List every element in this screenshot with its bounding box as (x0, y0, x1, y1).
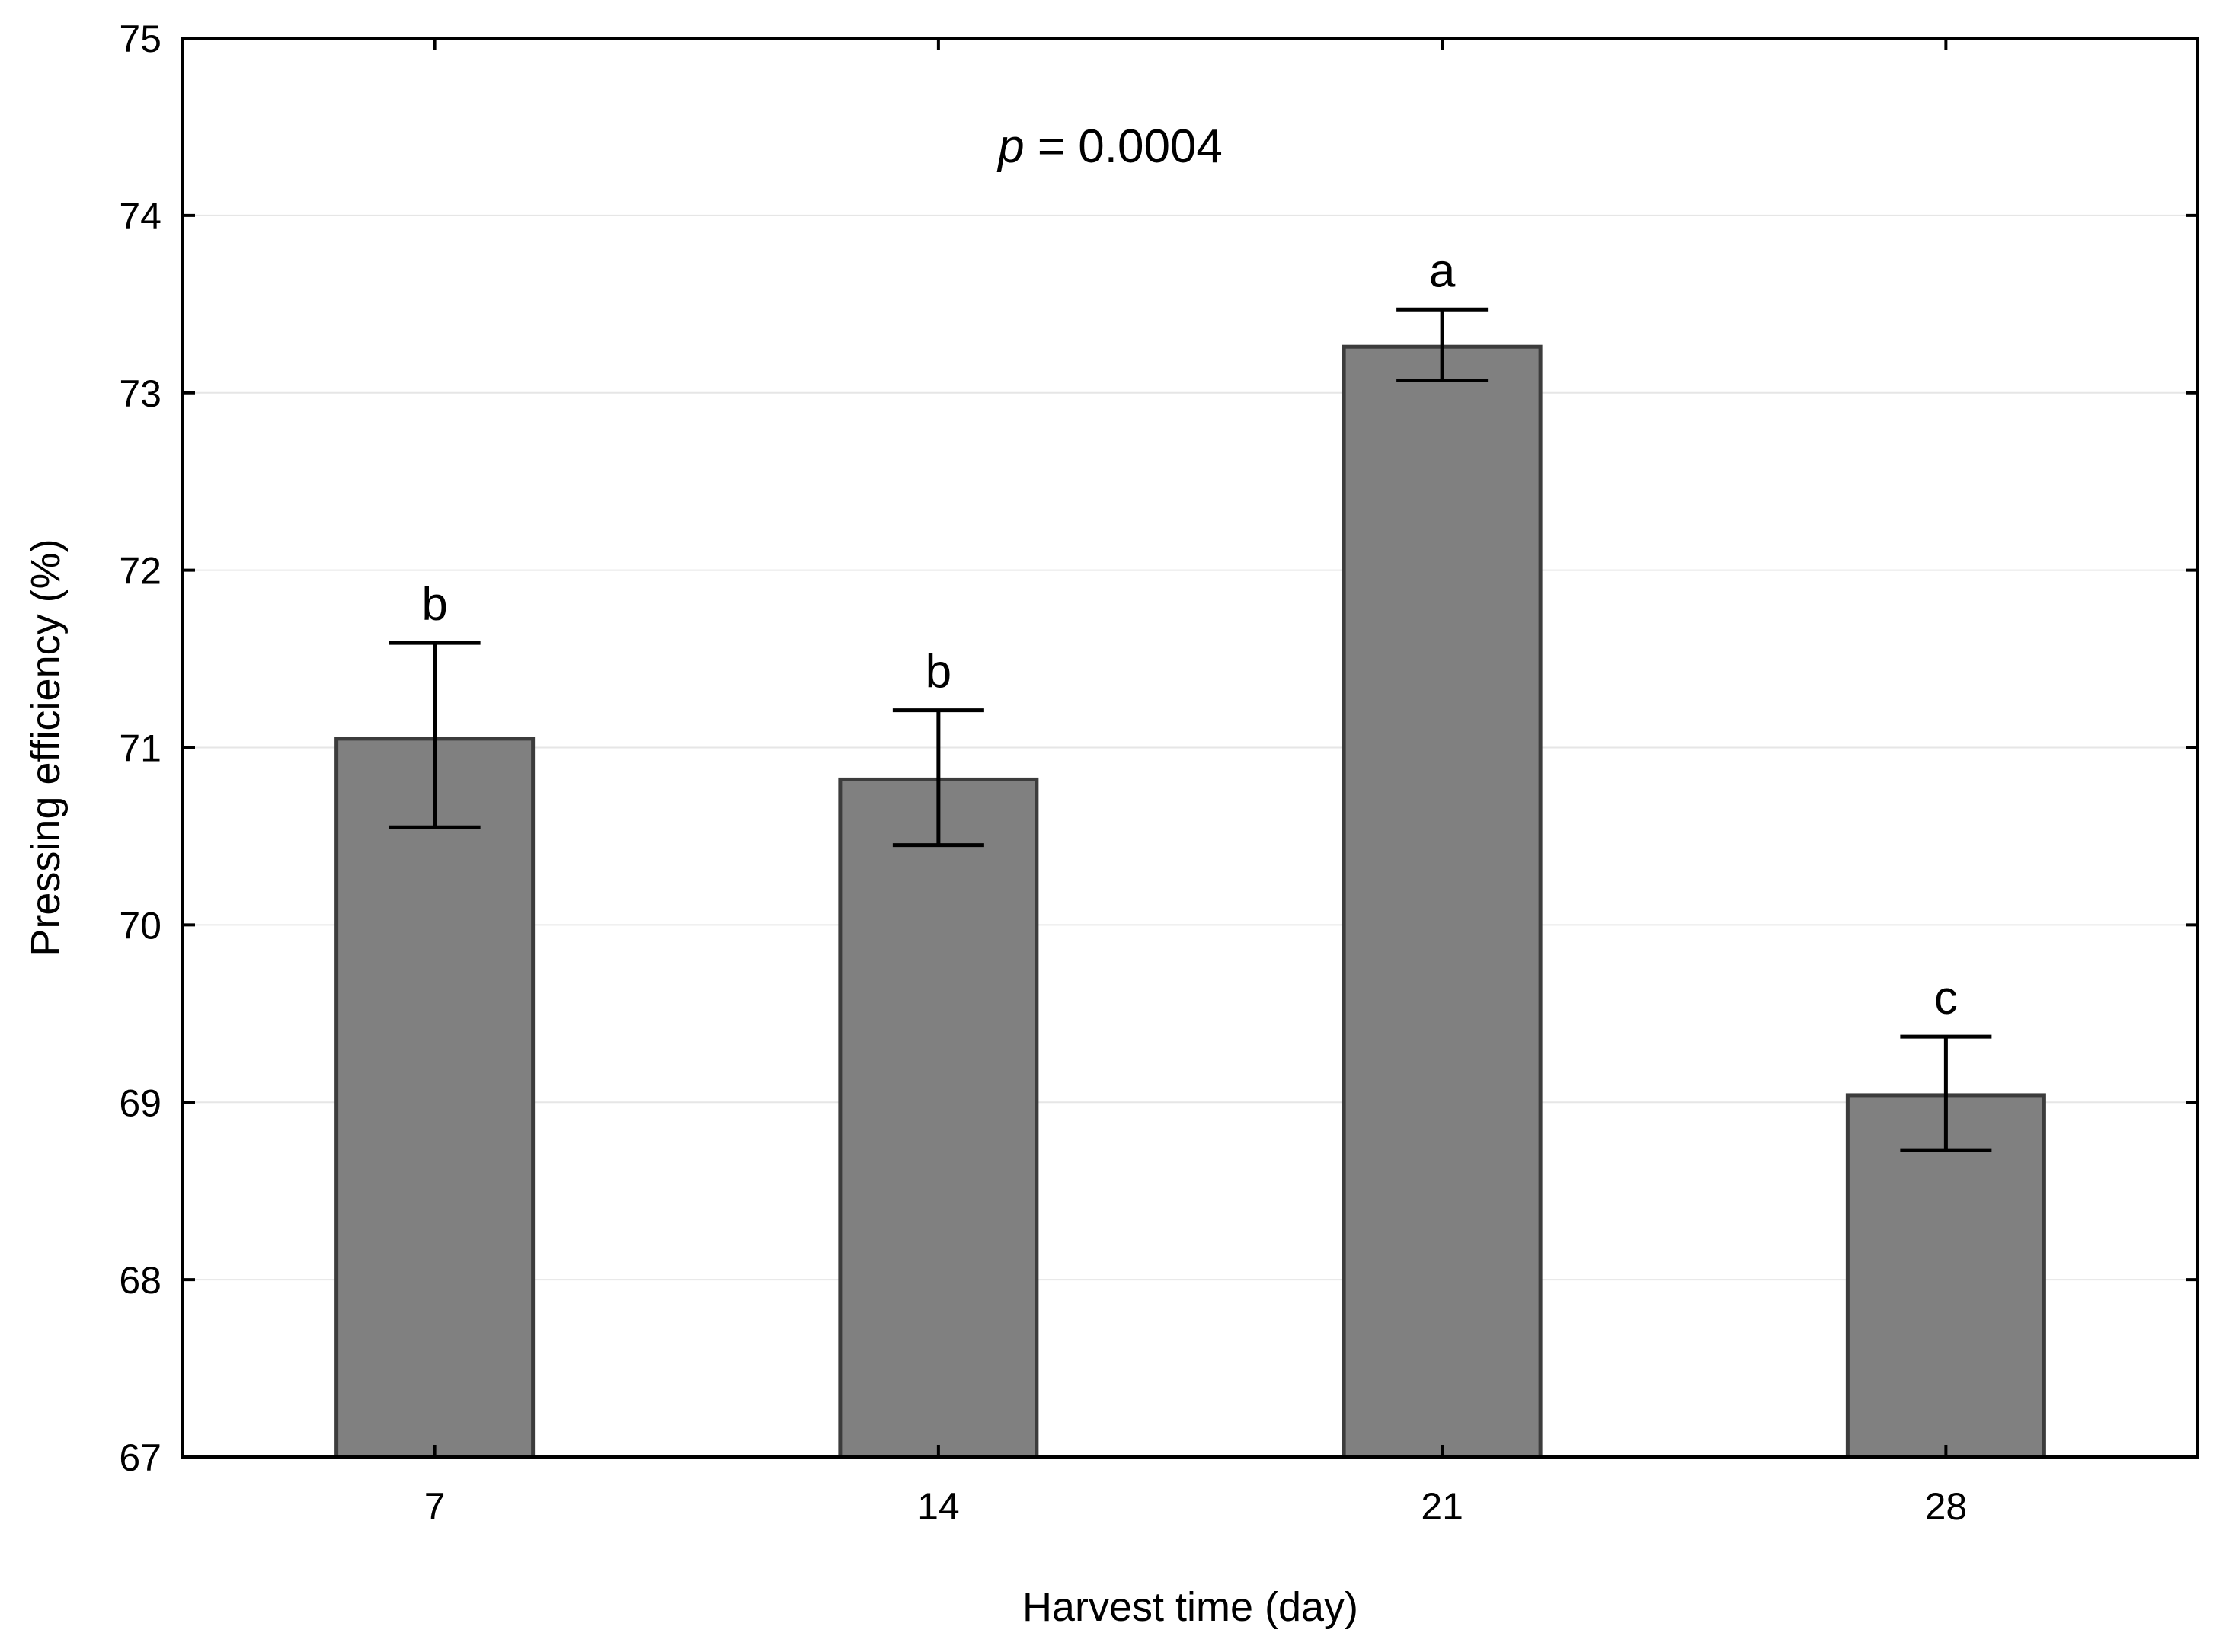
y-axis-title: Pressing efficiency (%) (23, 538, 69, 956)
y-tick-label: 73 (119, 372, 161, 415)
x-tick-label: 14 (917, 1485, 960, 1528)
y-tick-label: 67 (119, 1436, 161, 1479)
significance-letter: a (1429, 244, 1456, 297)
x-axis-ticks: 7 14 21 28 (424, 38, 1967, 1528)
p-value-annotation: p = 0.0004 (996, 120, 1223, 173)
y-tick-label: 69 (119, 1082, 161, 1124)
significance-letters: b b a c (421, 244, 1957, 1024)
x-tick-label: 21 (1421, 1485, 1463, 1528)
x-axis-title: Harvest time (day) (1022, 1584, 1358, 1630)
significance-letter: b (926, 646, 951, 698)
x-tick-label: 7 (424, 1485, 446, 1528)
p-value-variable: p (996, 120, 1024, 173)
y-tick-label: 70 (119, 904, 161, 947)
significance-letter: b (421, 578, 447, 631)
y-tick-label: 72 (119, 550, 161, 593)
error-bars (389, 307, 1992, 1152)
y-tick-label: 74 (119, 195, 161, 238)
bars (334, 344, 2046, 1459)
bar-day-7 (334, 737, 536, 1459)
y-tick-label: 71 (119, 727, 161, 770)
bar-day-21 (1342, 344, 1543, 1459)
p-value-text: = 0.0004 (1025, 120, 1223, 173)
y-tick-label: 75 (119, 18, 161, 60)
x-tick-label: 28 (1925, 1485, 1968, 1528)
y-axis-ticks: 67 68 69 70 71 72 73 74 75 (119, 18, 2198, 1479)
bar-day-14 (838, 777, 1039, 1459)
significance-letter: c (1934, 972, 1958, 1024)
y-tick-label: 68 (119, 1259, 161, 1302)
